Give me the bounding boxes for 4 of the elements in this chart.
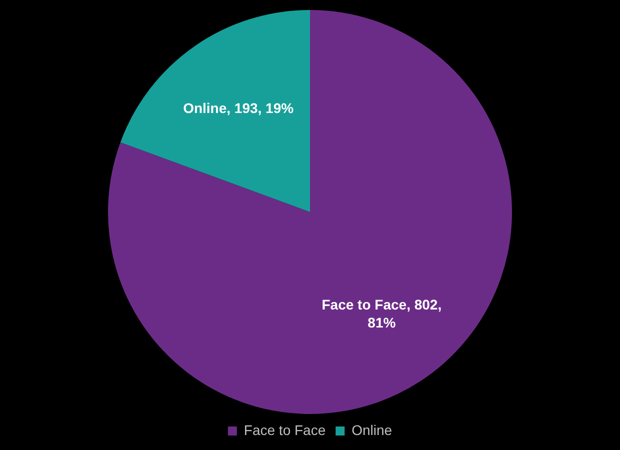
data-label: Online, 193, 19%: [183, 100, 294, 116]
legend-label: Face to Face: [244, 422, 326, 438]
data-label: Face to Face, 802, 81%: [322, 296, 442, 331]
legend-label: Online: [352, 422, 392, 438]
